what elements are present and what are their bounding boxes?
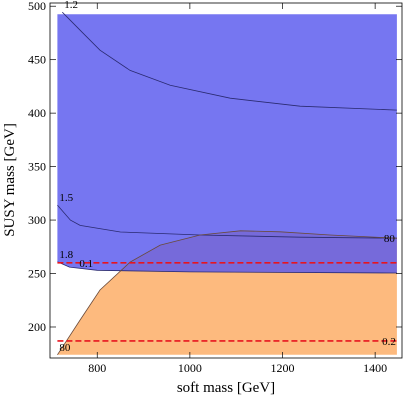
contour-line [57, 261, 397, 274]
y-tick-label: 300 [28, 213, 46, 227]
y-tick-label: 500 [28, 0, 46, 13]
reference-label: 0.2 [382, 336, 396, 348]
contour-line [57, 204, 397, 239]
x-axis-label: soft mass [GeV] [177, 380, 275, 396]
reference-label: 0.1 [79, 258, 93, 270]
contour-label: 1.5 [59, 192, 73, 204]
contour-label: 80 [384, 233, 396, 245]
x-tick-label: 800 [88, 361, 106, 375]
contour-label: 1.8 [59, 249, 73, 261]
y-tick-label: 350 [28, 160, 46, 174]
x-tick-label: 1000 [178, 361, 202, 375]
y-tick-label: 250 [28, 267, 46, 281]
contour-line [57, 230, 397, 356]
y-tick-label: 450 [28, 53, 46, 67]
x-tick-label: 1200 [271, 361, 295, 375]
region [57, 14, 397, 273]
contour-label: 1.2 [64, 0, 78, 11]
plot-frame [49, 2, 403, 359]
contour-label: 80 [59, 342, 70, 354]
y-axis-label: SUSY mass [GeV] [2, 123, 18, 237]
x-tick-label: 1400 [363, 361, 387, 375]
y-tick-label: 400 [28, 106, 46, 120]
y-tick-label: 200 [28, 320, 46, 334]
contour-line [62, 11, 397, 111]
